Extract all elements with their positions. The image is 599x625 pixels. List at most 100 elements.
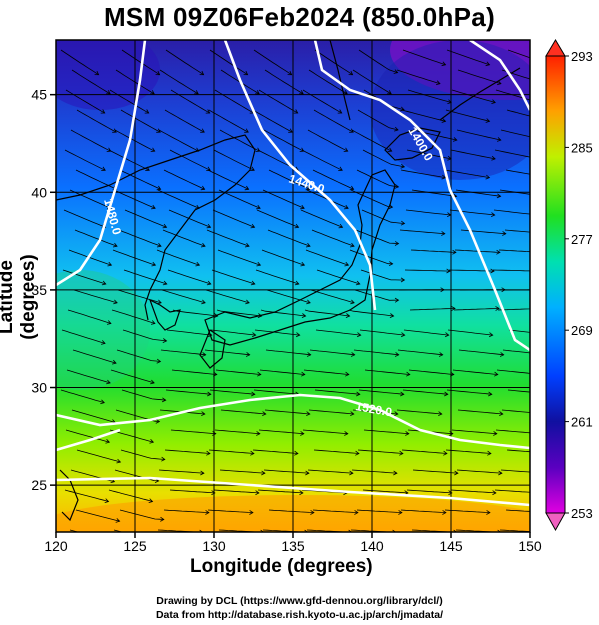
streamline — [219, 469, 265, 474]
streamline-arrowhead — [394, 184, 400, 189]
streamline-arrowhead — [251, 332, 257, 338]
cold-region-east — [370, 40, 530, 180]
colorbar-tick-label: 285 — [571, 140, 593, 155]
streamline-arrowhead — [194, 90, 199, 95]
streamline — [412, 469, 458, 474]
streamline-arrowhead — [104, 498, 110, 503]
streamline-arrowhead — [541, 81, 545, 85]
streamline-arrowhead — [442, 510, 447, 515]
streamline — [348, 309, 394, 317]
streamline-arrowhead — [491, 99, 496, 104]
streamline — [267, 229, 311, 247]
streamline-arrowhead — [485, 61, 491, 67]
streamline-arrowhead — [295, 332, 301, 338]
streamline-arrowhead — [294, 280, 300, 286]
streamline — [117, 289, 162, 304]
streamline-arrowhead — [200, 242, 206, 248]
colorbar-tick-label: 269 — [571, 323, 593, 338]
streamline — [264, 409, 310, 415]
streamline — [446, 389, 492, 395]
streamline — [449, 209, 495, 216]
streamline-arrowhead — [112, 128, 117, 133]
streamline-arrowhead — [446, 268, 451, 274]
streamline — [253, 389, 299, 395]
streamline — [110, 369, 155, 384]
streamline — [205, 289, 250, 304]
streamline — [255, 269, 299, 285]
streamline-arrowhead — [112, 359, 117, 365]
contour-1520 — [56, 393, 530, 450]
streamline-arrowhead — [106, 379, 111, 385]
streamline-arrowhead — [388, 261, 394, 267]
streamline — [217, 249, 261, 266]
x-tick-label: 120 — [44, 538, 68, 554]
streamline — [305, 249, 349, 266]
streamline — [214, 89, 254, 114]
streamline-arrowhead — [400, 220, 406, 226]
streamline — [65, 89, 105, 114]
streamline-arrowhead — [452, 249, 457, 255]
streamline — [169, 489, 215, 494]
streamline — [108, 149, 150, 171]
footer-credit-drawing: Drawing by DCL (https://www.gfd-dennou.o… — [156, 595, 443, 607]
streamline — [170, 429, 216, 435]
streamline — [207, 509, 253, 513]
streamline-arrowhead — [206, 280, 212, 286]
streamline-arrowhead — [350, 352, 356, 357]
streamline-arrowhead — [299, 90, 304, 95]
streamline — [406, 489, 452, 494]
streamline-arrowhead — [245, 299, 250, 305]
coastline-continent — [56, 134, 256, 321]
streamline-arrowhead — [256, 261, 262, 267]
streamline-arrowhead — [496, 193, 502, 199]
colorbar-bottom-arrow — [545, 512, 566, 532]
streamline — [67, 309, 112, 324]
streamline-arrowhead — [261, 470, 266, 476]
streamline-arrowhead — [256, 204, 261, 210]
streamline — [356, 169, 399, 188]
streamline — [300, 209, 343, 228]
y-tick-label: 45 — [31, 87, 47, 103]
streamline-arrowhead — [350, 299, 355, 305]
streamline-arrowhead — [155, 70, 161, 76]
streamline-arrowhead — [355, 450, 360, 456]
streamline — [116, 349, 161, 362]
streamline-arrowhead — [343, 90, 348, 95]
streamline-arrowhead — [305, 185, 311, 191]
streamline — [362, 489, 408, 494]
streamline-arrowhead — [94, 70, 100, 76]
streamline — [444, 169, 490, 178]
streamline — [258, 429, 304, 435]
streamline — [351, 129, 392, 152]
streamline — [212, 209, 255, 228]
streamline-arrowhead — [393, 69, 399, 74]
streamline-arrowhead — [488, 391, 493, 397]
streamline-arrowhead — [541, 194, 545, 198]
colorbar-tick-label: 293 — [571, 49, 593, 64]
streamline — [122, 329, 167, 342]
streamline — [209, 49, 248, 76]
streamline — [405, 209, 451, 216]
streamline — [457, 409, 503, 415]
streamline-arrowhead — [499, 352, 505, 357]
streamline-arrowhead — [356, 332, 362, 338]
streamline-arrowhead — [535, 156, 539, 160]
streamline — [313, 449, 359, 454]
x-axis: 120 125 130 135 140 145 150 — [44, 532, 542, 554]
streamline — [169, 149, 211, 171]
streamline-arrowhead — [441, 61, 447, 67]
streamline-arrowhead — [349, 242, 355, 248]
streamline-arrowhead — [199, 70, 205, 76]
streamline — [495, 429, 530, 434]
streamline-arrowhead — [349, 185, 355, 191]
streamline — [399, 229, 445, 235]
streamline-arrowhead — [299, 490, 304, 496]
streamline-arrowhead — [452, 137, 458, 142]
streamline — [400, 169, 446, 178]
streamline-arrowhead — [394, 126, 399, 132]
streamline-arrowhead — [162, 280, 168, 286]
streamline-arrowhead — [301, 313, 307, 318]
streamline — [261, 249, 305, 266]
streamline-arrowhead — [206, 450, 211, 456]
streamline-arrowhead — [343, 147, 349, 152]
